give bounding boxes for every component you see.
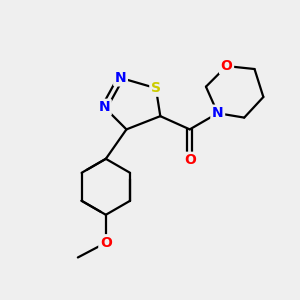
Text: N: N (212, 106, 224, 120)
Text: N: N (98, 100, 110, 114)
Text: S: S (151, 81, 161, 95)
Text: O: O (100, 236, 112, 250)
Text: O: O (220, 59, 232, 73)
Text: N: N (115, 71, 126, 85)
Text: O: O (184, 153, 196, 167)
